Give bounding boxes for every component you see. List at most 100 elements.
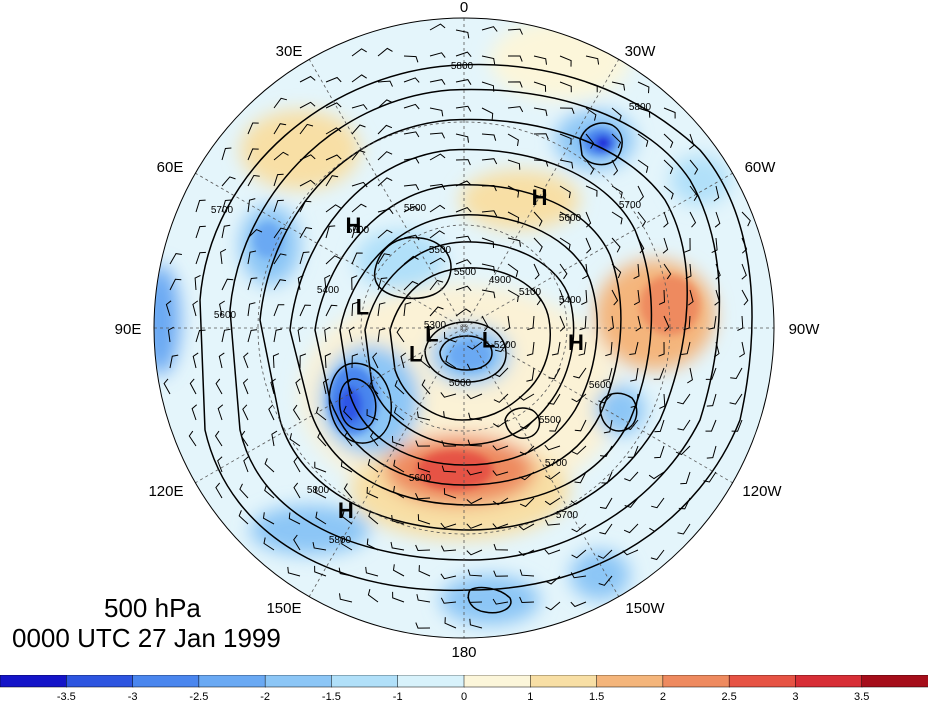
wind-barb bbox=[551, 341, 561, 356]
colorbar-swatch bbox=[0, 675, 68, 688]
low-pressure-label: L bbox=[409, 342, 422, 367]
wind-barb bbox=[492, 419, 509, 428]
wind-barb bbox=[467, 439, 483, 447]
wind-barb bbox=[468, 412, 483, 421]
wind-barb bbox=[581, 289, 588, 305]
wind-barb bbox=[545, 471, 561, 480]
wind-barb bbox=[683, 315, 691, 331]
wind-barb bbox=[195, 199, 206, 213]
colorbar-swatch bbox=[66, 675, 134, 688]
wind-barb bbox=[507, 159, 521, 170]
wind-barb bbox=[314, 486, 327, 499]
wind-barb bbox=[351, 104, 368, 110]
wind-barb bbox=[637, 185, 644, 202]
contour-label: 5500 bbox=[404, 203, 427, 214]
wind-barb bbox=[195, 251, 206, 265]
wind-barb bbox=[533, 237, 543, 253]
lon-label-120e: 120E bbox=[148, 483, 183, 500]
wind-barb bbox=[351, 124, 366, 135]
wind-barb bbox=[165, 300, 172, 317]
wind-barb bbox=[507, 81, 523, 88]
wind-barb bbox=[325, 255, 341, 265]
wind-barb bbox=[481, 81, 495, 92]
time-label: 0000 UTC 27 Jan 1999 bbox=[12, 623, 281, 653]
wind-barb bbox=[343, 431, 353, 447]
wind-barb bbox=[519, 596, 535, 604]
wind-barb bbox=[520, 419, 535, 430]
wind-barb bbox=[493, 393, 509, 403]
wind-barb bbox=[365, 566, 379, 577]
wind-barb bbox=[273, 279, 287, 291]
wind-barb bbox=[492, 470, 509, 476]
wind-barb bbox=[574, 471, 587, 484]
wind-barb bbox=[393, 406, 405, 421]
wind-barb bbox=[293, 456, 301, 473]
colorbar-swatch bbox=[397, 675, 465, 688]
wind-barb bbox=[351, 353, 359, 369]
wind-barb bbox=[544, 549, 561, 555]
contour-label: 5700 bbox=[556, 510, 579, 521]
wind-barb bbox=[507, 106, 524, 113]
wind-barb bbox=[287, 566, 301, 577]
wind-barb bbox=[658, 341, 665, 357]
wind-barb bbox=[582, 263, 589, 280]
wind-barb bbox=[429, 230, 445, 239]
colorbar-tick-label: -1 bbox=[393, 691, 403, 702]
colorbar-tick-label: -1.5 bbox=[322, 691, 341, 702]
wind-barb bbox=[467, 341, 483, 350]
wind-barb bbox=[481, 237, 494, 249]
wind-barb bbox=[585, 237, 592, 254]
wind-barb bbox=[533, 159, 549, 167]
wind-barb bbox=[341, 537, 353, 551]
wind-barb bbox=[444, 331, 457, 343]
wind-barb bbox=[533, 211, 543, 227]
wind-barb bbox=[571, 523, 587, 533]
contour-label: 5000 bbox=[449, 378, 472, 389]
wind-barb bbox=[680, 471, 691, 485]
wind-barb bbox=[325, 204, 341, 213]
longitude-labels: 0 30W 60W 90W 120W 150W 180 150E 120E 90… bbox=[115, 0, 821, 661]
wind-barb bbox=[601, 471, 613, 484]
wind-barb bbox=[637, 133, 649, 147]
wind-barb bbox=[466, 523, 483, 529]
wind-barb bbox=[273, 328, 283, 343]
wind-barb bbox=[648, 471, 665, 480]
wind-barb bbox=[247, 329, 258, 343]
wind-barb bbox=[392, 435, 405, 447]
wind-barb bbox=[217, 404, 224, 421]
wind-barb bbox=[403, 77, 420, 83]
wind-barb bbox=[242, 378, 249, 395]
wind-barb bbox=[292, 404, 301, 421]
wind-barb bbox=[573, 367, 587, 379]
wind-barb bbox=[493, 543, 509, 551]
wind-barb bbox=[507, 263, 519, 278]
wind-barb bbox=[545, 601, 561, 611]
wind-barb bbox=[518, 393, 535, 401]
wind-barb bbox=[264, 484, 275, 499]
wind-barb bbox=[507, 185, 520, 198]
wind-barb bbox=[441, 440, 457, 447]
wind-barb bbox=[440, 573, 457, 580]
wind-barb bbox=[372, 352, 379, 369]
wind-barb bbox=[169, 253, 182, 265]
wind-barb bbox=[429, 183, 446, 190]
wind-barb bbox=[314, 565, 327, 577]
wind-barb bbox=[299, 200, 312, 213]
wind-barb bbox=[242, 404, 249, 421]
wind-barb bbox=[403, 205, 420, 213]
wind-barb bbox=[481, 55, 496, 65]
wind-barb bbox=[299, 227, 313, 239]
wind-barb bbox=[706, 393, 717, 407]
wind-barb bbox=[547, 393, 561, 405]
wind-barb bbox=[526, 341, 535, 356]
wind-barb bbox=[571, 549, 587, 559]
wind-barb bbox=[681, 341, 691, 355]
contour-label: 5200 bbox=[494, 340, 517, 351]
wind-barb bbox=[711, 237, 718, 254]
wind-barb bbox=[339, 593, 353, 603]
wind-barb bbox=[469, 618, 483, 629]
wind-barb bbox=[240, 430, 249, 447]
wind-barb bbox=[455, 285, 472, 292]
wind-barb bbox=[377, 277, 388, 291]
